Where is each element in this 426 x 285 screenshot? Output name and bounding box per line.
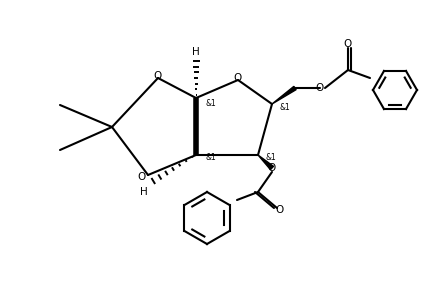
- Text: O: O: [344, 39, 352, 49]
- Text: H: H: [140, 187, 148, 197]
- Text: O: O: [316, 83, 324, 93]
- Text: O: O: [154, 71, 162, 81]
- Text: O: O: [138, 172, 146, 182]
- Text: &1: &1: [205, 99, 216, 107]
- Text: H: H: [192, 47, 200, 57]
- Text: O: O: [234, 73, 242, 83]
- Text: &1: &1: [266, 154, 277, 162]
- Text: &1: &1: [205, 154, 216, 162]
- Polygon shape: [258, 155, 273, 170]
- Polygon shape: [272, 86, 296, 104]
- Text: O: O: [276, 205, 284, 215]
- Text: O: O: [268, 163, 276, 173]
- Text: &1: &1: [280, 103, 291, 113]
